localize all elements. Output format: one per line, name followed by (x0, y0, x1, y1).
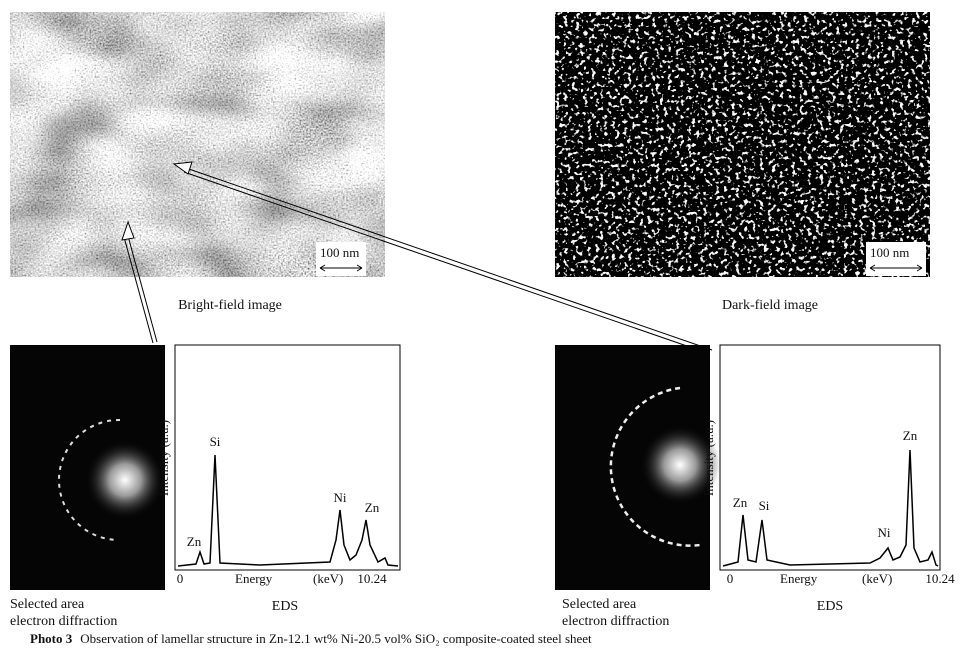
diffraction-pattern (10, 345, 165, 590)
peak-label: Zn (733, 495, 748, 510)
caption-text: Observation of lamellar structure in Zn-… (80, 631, 592, 646)
diffraction-label: electron diffraction (562, 614, 669, 629)
x-axis-unit: (keV) (862, 571, 892, 586)
figure: 100 nm Bright-field image 100 nm Dark-fi… (0, 0, 969, 651)
diffraction-label: Selected area (10, 597, 85, 612)
eds-spectrum (720, 345, 940, 570)
bright-field-image: 100 nm (10, 12, 385, 277)
eds-title: EDS (817, 599, 843, 614)
x-axis-label: Energy (235, 571, 273, 586)
diffraction-label: Selected area (562, 597, 637, 612)
image-label: Bright-field image (178, 298, 282, 313)
diffraction-pattern (555, 345, 720, 590)
x-axis-label: Energy (780, 571, 818, 586)
x-start: 0 (177, 571, 184, 586)
dark-field-image: 100 nm (555, 12, 930, 277)
scale-bar-label: 100 nm (320, 245, 359, 260)
diffraction-label: electron diffraction (10, 614, 117, 629)
eds-title: EDS (272, 599, 298, 614)
image-label: Dark-field image (722, 298, 818, 313)
eds-spectrum (175, 345, 400, 570)
peak-label: Zn (365, 500, 380, 515)
peak-label: Si (210, 434, 221, 449)
x-end: 10.24 (925, 571, 955, 586)
y-axis-label: Intensity (a.u.) (156, 420, 171, 496)
peak-label: Si (759, 498, 770, 513)
x-end: 10.24 (357, 571, 387, 586)
caption-label: Photo 3 (30, 631, 73, 646)
x-axis-unit: (keV) (313, 571, 343, 586)
scale-bar-label: 100 nm (870, 245, 909, 260)
peak-label: Ni (334, 490, 347, 505)
x-start: 0 (727, 571, 734, 586)
peak-label: Zn (903, 428, 918, 443)
caption: Photo 3 Observation of lamellar structure… (30, 631, 592, 646)
peak-label: Ni (878, 525, 891, 540)
peak-label: Zn (187, 534, 202, 549)
y-axis-label: Intensity (a.u.) (701, 420, 716, 496)
